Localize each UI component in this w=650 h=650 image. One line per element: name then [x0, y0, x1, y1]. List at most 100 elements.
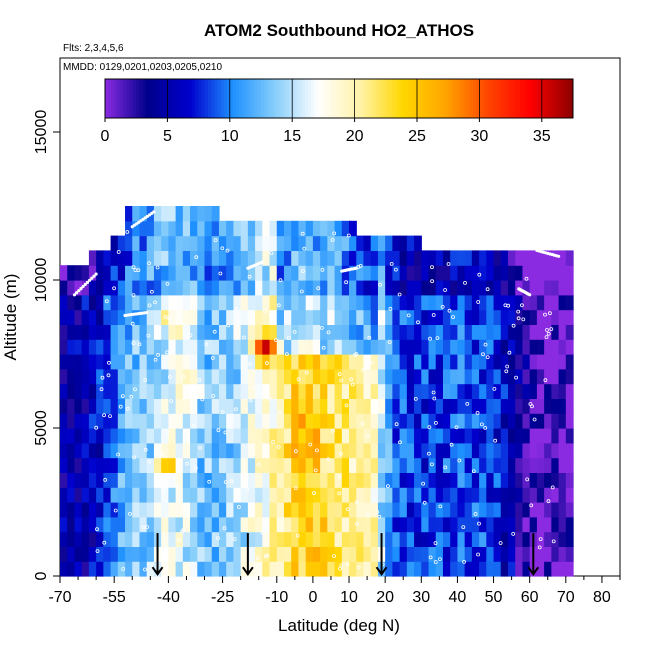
- heatmap-cell: [558, 546, 567, 562]
- heatmap-cell: [88, 457, 97, 473]
- heatmap-cell: [125, 206, 133, 222]
- heatmap-cell: [421, 516, 430, 533]
- heatmap-cell: [558, 457, 567, 473]
- heatmap-cell: [110, 324, 119, 340]
- colorbar-segment: [523, 79, 527, 118]
- heatmap-cell: [450, 368, 459, 385]
- heatmap-cell: [450, 531, 459, 547]
- track-dot: [236, 505, 241, 509]
- heatmap-cell: [153, 220, 162, 237]
- track-dot: [331, 428, 335, 433]
- colorbar-segment: [560, 79, 565, 118]
- heatmap-cell: [153, 457, 162, 473]
- heatmap-cell: [479, 324, 487, 340]
- heatmap-cell: [349, 294, 357, 311]
- heatmap-cell: [536, 294, 545, 311]
- colorbar-segment: [479, 79, 484, 118]
- heatmap-cell: [479, 428, 487, 444]
- track-dot: [546, 331, 551, 336]
- heatmap-cell: [464, 442, 473, 459]
- heatmap-cell: [153, 250, 162, 266]
- heatmap-cell: [197, 398, 206, 414]
- heatmap-cell: [247, 502, 256, 518]
- heatmap-cell: [284, 472, 292, 488]
- heatmap-cell: [276, 294, 285, 311]
- heatmap-cell: [320, 442, 328, 459]
- track-dot: [278, 278, 283, 283]
- heatmap-cell: [544, 309, 552, 325]
- heatmap-cell: [96, 309, 104, 325]
- heatmap-cell: [529, 472, 538, 488]
- heatmap-cell: [493, 324, 502, 340]
- heatmap-cell: [457, 383, 466, 399]
- track-dot: [304, 370, 309, 375]
- track-dot: [338, 566, 342, 571]
- heatmap-cell: [522, 324, 531, 340]
- heatmap-cell: [558, 531, 567, 547]
- heatmap-cell: [168, 502, 177, 518]
- heatmap-cell: [182, 324, 191, 340]
- heatmap-cell: [363, 383, 372, 399]
- colorbar-segment: [395, 79, 399, 118]
- heatmap-cell: [457, 324, 466, 340]
- heatmap-cell: [414, 457, 422, 473]
- heatmap-cell: [190, 561, 198, 577]
- heatmap-cell: [414, 280, 422, 296]
- heatmap-cell: [74, 561, 83, 577]
- track-dot: [426, 451, 431, 456]
- heatmap-cell: [218, 280, 227, 296]
- colorbar-segment: [485, 79, 490, 118]
- heatmap-cell: [522, 561, 531, 577]
- heatmap-cell: [161, 354, 169, 370]
- heatmap-cell: [110, 368, 119, 385]
- heatmap-cell: [493, 502, 502, 518]
- heatmap-cell: [500, 368, 509, 385]
- heatmap-cell: [103, 531, 112, 547]
- heatmap-cell: [161, 235, 169, 251]
- heatmap-cell: [471, 472, 480, 488]
- heatmap-cell: [305, 309, 314, 325]
- heatmap-cell: [67, 428, 76, 444]
- track-dot: [165, 350, 170, 355]
- track-dot: [461, 525, 466, 529]
- heatmap-cell: [471, 309, 480, 325]
- colorbar: [104, 78, 574, 119]
- colorbar-segment: [276, 79, 281, 118]
- heatmap-cell: [74, 546, 83, 562]
- heatmap-cell: [284, 354, 292, 370]
- heatmap-cell: [565, 546, 574, 562]
- track-dot: [427, 425, 432, 430]
- heatmap-cell: [226, 487, 235, 503]
- colorbar-segment: [351, 79, 356, 118]
- heatmap-cell: [175, 398, 184, 414]
- heatmap-cell: [103, 324, 112, 340]
- heatmap-cell: [276, 324, 285, 340]
- heatmap-cell: [197, 368, 206, 385]
- heatmap-cell: [146, 383, 155, 399]
- heatmap-cell: [457, 265, 466, 281]
- heatmap-cell: [262, 265, 271, 281]
- heatmap-cell: [349, 546, 357, 562]
- heatmap-cell: [233, 472, 242, 488]
- colorbar-segment: [435, 79, 440, 118]
- heatmap-cell: [284, 561, 292, 577]
- track-dot: [377, 514, 382, 519]
- heatmap-cell: [450, 339, 459, 355]
- heatmap-cell: [233, 502, 242, 518]
- heatmap-cell: [291, 280, 300, 296]
- colorbar-segment: [273, 79, 278, 118]
- track-dot: [242, 335, 246, 340]
- heatmap-cell: [363, 457, 372, 473]
- heatmap-cell: [450, 354, 459, 370]
- heatmap-cell: [320, 294, 328, 311]
- heatmap-cell: [60, 294, 68, 311]
- heatmap-cell: [117, 383, 126, 399]
- heatmap-cell: [305, 398, 314, 414]
- track-dot: [435, 336, 440, 341]
- colorbar-segment: [463, 79, 468, 118]
- heatmap-cell: [457, 413, 466, 429]
- heatmap-cell: [168, 280, 177, 296]
- track-dot: [406, 313, 411, 318]
- track-dot: [387, 340, 392, 345]
- track-dot: [397, 292, 402, 297]
